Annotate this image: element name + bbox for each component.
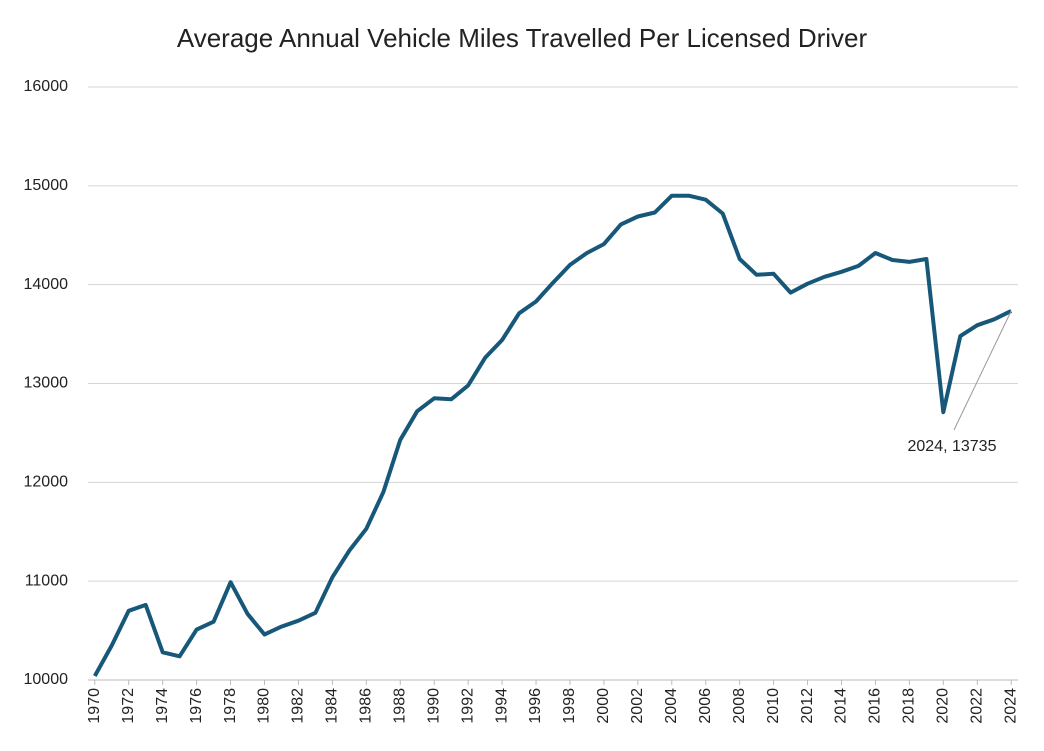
x-tick-label: 2006 [697, 688, 714, 724]
x-tick-label: 1996 [527, 688, 544, 724]
x-tick-label: 1984 [324, 688, 341, 724]
x-tick-label: 2016 [867, 688, 884, 724]
x-tick-label: 1990 [425, 688, 442, 724]
x-tick-label: 2010 [765, 688, 782, 724]
x-tick-label: 2022 [968, 688, 985, 724]
y-tick-label: 15000 [24, 177, 69, 194]
x-tick-label: 1972 [120, 688, 137, 724]
x-tick-label: 2018 [901, 688, 918, 724]
x-tick-label: 2002 [629, 688, 646, 724]
x-tick-label: 2008 [731, 688, 748, 724]
x-tick-label: 1978 [222, 688, 239, 724]
x-tick-label: 2004 [663, 688, 680, 724]
annotation: 2024, 13735 [908, 438, 997, 455]
x-tick-label: 1974 [154, 688, 171, 724]
x-tick-label: 1970 [86, 688, 103, 724]
x-tick-label: 1982 [290, 688, 307, 724]
x-tick-label: 2024 [1002, 688, 1019, 724]
y-tick-label: 14000 [24, 276, 69, 293]
chart-title: Average Annual Vehicle Miles Travelled P… [177, 23, 868, 53]
x-tick-label: 1998 [561, 688, 578, 724]
y-tick-label: 16000 [24, 78, 69, 95]
x-tick-label: 1986 [358, 688, 375, 724]
data-line [93, 193, 1013, 677]
x-tick-label: 1988 [391, 688, 408, 724]
x-tick-label: 1994 [493, 688, 510, 724]
x-tick-label: 2000 [595, 688, 612, 724]
x-tick-label: 2014 [833, 688, 850, 724]
x-tick-label: 1980 [256, 688, 273, 724]
y-tick-label: 12000 [24, 474, 69, 491]
x-tick-label: 1992 [459, 688, 476, 724]
y-tick-label: 13000 [24, 375, 69, 392]
x-tick-label: 2020 [935, 688, 952, 724]
x-tick-label: 2012 [799, 688, 816, 724]
x-tick-label: 1976 [188, 688, 205, 724]
y-tick-label: 11000 [25, 572, 68, 589]
y-tick-label: 10000 [24, 671, 69, 688]
annotation-leader [953, 310, 1012, 431]
